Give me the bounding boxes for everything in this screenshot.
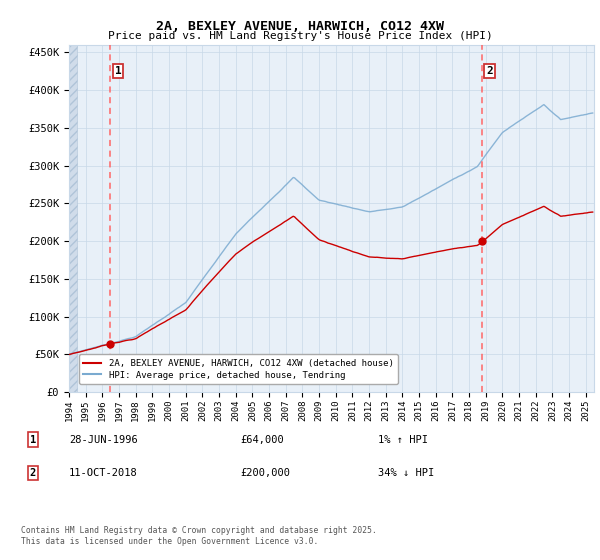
Text: 28-JUN-1996: 28-JUN-1996 [69, 435, 138, 445]
Text: Contains HM Land Registry data © Crown copyright and database right 2025.
This d: Contains HM Land Registry data © Crown c… [21, 526, 377, 546]
Text: £200,000: £200,000 [240, 468, 290, 478]
Text: £64,000: £64,000 [240, 435, 284, 445]
Text: 34% ↓ HPI: 34% ↓ HPI [378, 468, 434, 478]
Legend: 2A, BEXLEY AVENUE, HARWICH, CO12 4XW (detached house), HPI: Average price, detac: 2A, BEXLEY AVENUE, HARWICH, CO12 4XW (de… [79, 354, 398, 384]
Text: 1% ↑ HPI: 1% ↑ HPI [378, 435, 428, 445]
Text: 1: 1 [30, 435, 36, 445]
Text: 2: 2 [486, 66, 493, 76]
Bar [69, 45, 77, 392]
Text: 1: 1 [115, 66, 121, 76]
Text: Price paid vs. HM Land Registry's House Price Index (HPI): Price paid vs. HM Land Registry's House … [107, 31, 493, 41]
Text: 2: 2 [30, 468, 36, 478]
Text: 11-OCT-2018: 11-OCT-2018 [69, 468, 138, 478]
Text: 2A, BEXLEY AVENUE, HARWICH, CO12 4XW: 2A, BEXLEY AVENUE, HARWICH, CO12 4XW [156, 20, 444, 32]
